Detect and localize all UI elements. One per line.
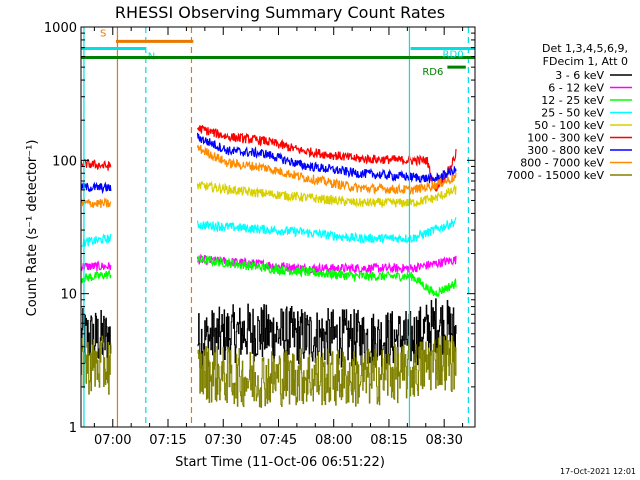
y-tick-label: 100 bbox=[52, 154, 77, 169]
series-line-3 bbox=[81, 217, 457, 247]
legend-label-5: 100 - 300 keV bbox=[527, 132, 604, 145]
legend-label-6: 300 - 800 keV bbox=[527, 144, 604, 157]
flag-label-0: S bbox=[100, 28, 106, 39]
legend-header-decimation: FDecim 1, Att 0 bbox=[543, 55, 628, 68]
legend-label-3: 25 - 50 keV bbox=[541, 107, 604, 120]
x-tick-label: 07:45 bbox=[260, 433, 297, 448]
series-line-0 bbox=[81, 298, 457, 369]
plot-data-group bbox=[81, 125, 457, 408]
chart-title: RHESSI Observing Summary Count Rates bbox=[115, 3, 445, 22]
series-line-7 bbox=[81, 144, 457, 208]
y-tick-label: 10 bbox=[60, 288, 77, 303]
legend-label-0: 3 - 6 keV bbox=[555, 69, 604, 82]
legend-label-4: 50 - 100 keV bbox=[534, 119, 604, 132]
x-axis-label: Start Time (11-Oct-06 06:51:22) bbox=[175, 455, 385, 470]
y-axis-label: Count Rate (s⁻¹ detector⁻¹) bbox=[25, 140, 40, 317]
series-line-2 bbox=[81, 255, 457, 298]
x-tick-label: 07:15 bbox=[149, 433, 186, 448]
plot-area: SNRD0RD6110100100007:0007:1507:3007:4508… bbox=[44, 21, 476, 448]
series-line-1 bbox=[81, 253, 457, 275]
series-line-5 bbox=[81, 125, 457, 193]
legend-label-7: 800 - 7000 keV bbox=[520, 157, 604, 170]
x-tick-label: 08:00 bbox=[315, 433, 352, 448]
series-line-8 bbox=[81, 335, 457, 408]
x-tick-label: 08:15 bbox=[370, 433, 407, 448]
legend-label-2: 12 - 25 keV bbox=[541, 94, 604, 107]
flag-label-4: RD6 bbox=[422, 67, 443, 78]
y-tick-label: 1 bbox=[69, 421, 77, 436]
series-line-6 bbox=[81, 132, 457, 195]
series-line-4 bbox=[196, 180, 457, 209]
x-tick-label: 08:30 bbox=[425, 433, 462, 448]
legend-label-1: 6 - 12 keV bbox=[548, 82, 604, 95]
flag-label-3: RD0 bbox=[443, 49, 464, 60]
legend-label-8: 7000 - 15000 keV bbox=[506, 169, 604, 182]
x-tick-label: 07:00 bbox=[94, 433, 131, 448]
y-tick-label: 1000 bbox=[44, 21, 77, 36]
legend-header-detectors: Det 1,3,4,5,6,9, bbox=[542, 42, 628, 55]
x-tick-label: 07:30 bbox=[205, 433, 242, 448]
footer-timestamp: 17-Oct-2021 12:01 bbox=[560, 467, 636, 476]
